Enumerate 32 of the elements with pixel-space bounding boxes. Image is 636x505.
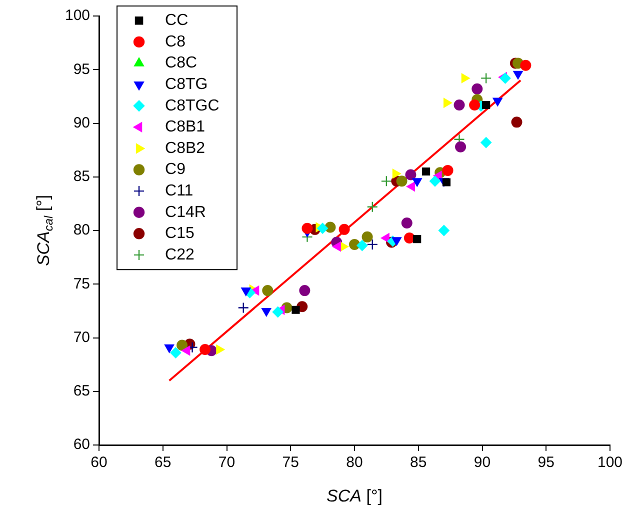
y-tick-label: 85 <box>73 168 90 186</box>
y-tick-label: 90 <box>73 114 90 132</box>
x-tick-label: 65 <box>154 454 172 472</box>
legend-label: C14R <box>165 204 206 221</box>
x-tick-label: 95 <box>538 454 554 472</box>
y-axis-title: SCAcal [°] <box>34 194 56 266</box>
y-tick-label: 65 <box>73 382 90 400</box>
legend-label: C11 <box>165 182 194 200</box>
x-tick-label: 100 <box>597 454 623 472</box>
y-tick-label: 70 <box>73 328 90 346</box>
legend-label: C8C <box>165 54 198 72</box>
legend-label: C8B2 <box>165 140 206 157</box>
legend-label: C8 <box>165 33 186 50</box>
y-tick-label: 80 <box>73 222 90 239</box>
x-tick-label: 80 <box>346 454 363 472</box>
y-tick-label: 75 <box>73 275 90 292</box>
legend-label: C8B1 <box>165 118 206 136</box>
legend-label: C22 <box>165 246 194 264</box>
x-axis-title: SCA [°] <box>326 486 382 505</box>
legend-label: C8TG <box>165 76 208 93</box>
y-tick-label: 60 <box>73 436 90 454</box>
y-tick-label: 95 <box>73 60 90 78</box>
legend-label: C8TGC <box>165 97 220 114</box>
x-tick-label: 85 <box>410 454 427 472</box>
legend-label: C15 <box>165 225 194 242</box>
y-tick-label: 100 <box>64 7 90 24</box>
x-tick-label: 60 <box>90 454 108 472</box>
x-tick-label: 90 <box>474 454 491 472</box>
legend-label: CC <box>165 12 188 30</box>
legend-label: C9 <box>165 161 186 178</box>
x-tick-label: 70 <box>218 454 236 472</box>
x-tick-label: 75 <box>282 454 299 472</box>
